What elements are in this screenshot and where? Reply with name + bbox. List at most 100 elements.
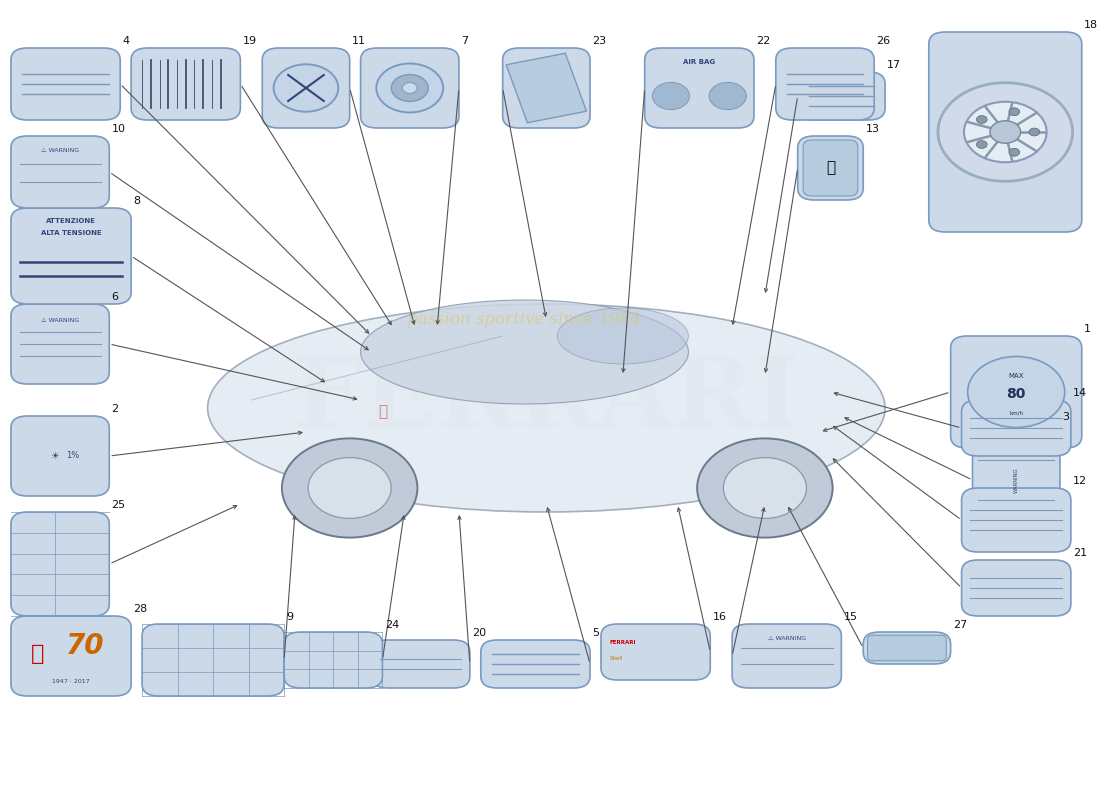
Text: passion sportive since 1984: passion sportive since 1984	[407, 311, 641, 329]
Circle shape	[977, 141, 987, 149]
FancyBboxPatch shape	[11, 48, 120, 120]
FancyBboxPatch shape	[11, 208, 131, 304]
Circle shape	[990, 121, 1021, 143]
Text: 6: 6	[111, 292, 119, 302]
FancyBboxPatch shape	[11, 304, 109, 384]
Text: 1947 · 2017: 1947 · 2017	[52, 679, 90, 684]
FancyBboxPatch shape	[864, 632, 950, 664]
Text: AIR BAG: AIR BAG	[683, 59, 715, 66]
Text: ᛝ: ᛝ	[31, 645, 44, 664]
Text: 70: 70	[66, 632, 104, 661]
Circle shape	[652, 82, 690, 110]
Text: 28: 28	[133, 604, 147, 614]
FancyBboxPatch shape	[961, 400, 1070, 456]
Text: 14: 14	[1072, 388, 1087, 398]
FancyBboxPatch shape	[131, 48, 241, 120]
Text: 80: 80	[1006, 386, 1026, 401]
Text: ALTA TENSIONE: ALTA TENSIONE	[41, 230, 101, 235]
Text: ATTENZIONE: ATTENZIONE	[46, 218, 96, 223]
FancyBboxPatch shape	[503, 48, 590, 128]
FancyBboxPatch shape	[798, 72, 886, 120]
FancyBboxPatch shape	[776, 48, 875, 120]
Circle shape	[282, 438, 417, 538]
FancyBboxPatch shape	[262, 48, 350, 128]
Text: 25: 25	[111, 499, 125, 510]
Text: FERRARI: FERRARI	[294, 353, 800, 447]
Circle shape	[308, 458, 392, 518]
Text: 3: 3	[1063, 411, 1069, 422]
FancyBboxPatch shape	[142, 624, 284, 696]
Text: 22: 22	[756, 35, 770, 46]
FancyBboxPatch shape	[798, 136, 864, 200]
FancyBboxPatch shape	[361, 48, 459, 128]
Text: 1: 1	[1084, 323, 1091, 334]
Polygon shape	[506, 54, 586, 122]
Text: 9: 9	[286, 611, 294, 622]
Circle shape	[392, 74, 428, 102]
Text: ᛝ: ᛝ	[378, 405, 387, 419]
Text: km/h: km/h	[1009, 411, 1023, 416]
Text: ☀: ☀	[51, 451, 59, 461]
FancyBboxPatch shape	[972, 424, 1060, 536]
FancyBboxPatch shape	[11, 136, 109, 208]
FancyBboxPatch shape	[11, 416, 109, 496]
Text: 8: 8	[133, 196, 141, 206]
Text: 5: 5	[592, 627, 600, 638]
Text: 7: 7	[461, 35, 469, 46]
FancyBboxPatch shape	[928, 32, 1081, 232]
Text: 11: 11	[352, 35, 366, 46]
Circle shape	[1028, 128, 1040, 136]
FancyBboxPatch shape	[868, 635, 946, 661]
Text: 23: 23	[592, 35, 606, 46]
Circle shape	[376, 63, 443, 113]
Text: 26: 26	[877, 35, 891, 46]
Circle shape	[274, 64, 339, 112]
FancyBboxPatch shape	[601, 624, 711, 680]
Ellipse shape	[361, 300, 689, 404]
Circle shape	[710, 82, 746, 110]
Text: 21: 21	[1072, 547, 1087, 558]
Text: WARNING: WARNING	[1014, 467, 1019, 493]
FancyBboxPatch shape	[11, 512, 109, 616]
FancyBboxPatch shape	[803, 140, 858, 196]
Text: 19: 19	[243, 35, 256, 46]
Circle shape	[1009, 148, 1020, 156]
FancyBboxPatch shape	[372, 640, 470, 688]
FancyBboxPatch shape	[961, 560, 1070, 616]
Text: 12: 12	[1072, 475, 1087, 486]
Circle shape	[724, 458, 806, 518]
Text: MAX: MAX	[1009, 373, 1024, 379]
Circle shape	[403, 82, 417, 94]
Circle shape	[964, 102, 1046, 162]
Text: FERRARI: FERRARI	[609, 640, 636, 645]
Text: 18: 18	[1084, 19, 1098, 30]
Text: ⛽: ⛽	[826, 161, 835, 175]
FancyBboxPatch shape	[284, 632, 383, 688]
Text: 16: 16	[713, 611, 726, 622]
Text: ⚠ WARNING: ⚠ WARNING	[41, 318, 79, 323]
Circle shape	[1009, 108, 1020, 116]
Ellipse shape	[558, 308, 689, 364]
Ellipse shape	[208, 304, 886, 512]
Text: 2: 2	[111, 403, 119, 414]
Circle shape	[977, 115, 987, 123]
FancyBboxPatch shape	[733, 624, 842, 688]
FancyBboxPatch shape	[961, 488, 1070, 552]
Text: 20: 20	[472, 627, 486, 638]
FancyBboxPatch shape	[481, 640, 590, 688]
FancyBboxPatch shape	[950, 336, 1081, 448]
Text: 24: 24	[385, 619, 399, 630]
Text: 17: 17	[888, 59, 901, 70]
Text: ⚠ WARNING: ⚠ WARNING	[41, 148, 79, 153]
Text: 13: 13	[866, 123, 879, 134]
FancyBboxPatch shape	[645, 48, 754, 128]
Circle shape	[938, 82, 1072, 182]
Circle shape	[968, 357, 1065, 427]
Text: Shell: Shell	[609, 656, 623, 661]
FancyBboxPatch shape	[11, 616, 131, 696]
Text: ⚠ WARNING: ⚠ WARNING	[768, 636, 806, 641]
Text: 15: 15	[844, 611, 858, 622]
Text: 4: 4	[122, 35, 130, 46]
Text: 27: 27	[953, 619, 967, 630]
Text: 1%: 1%	[67, 451, 80, 461]
